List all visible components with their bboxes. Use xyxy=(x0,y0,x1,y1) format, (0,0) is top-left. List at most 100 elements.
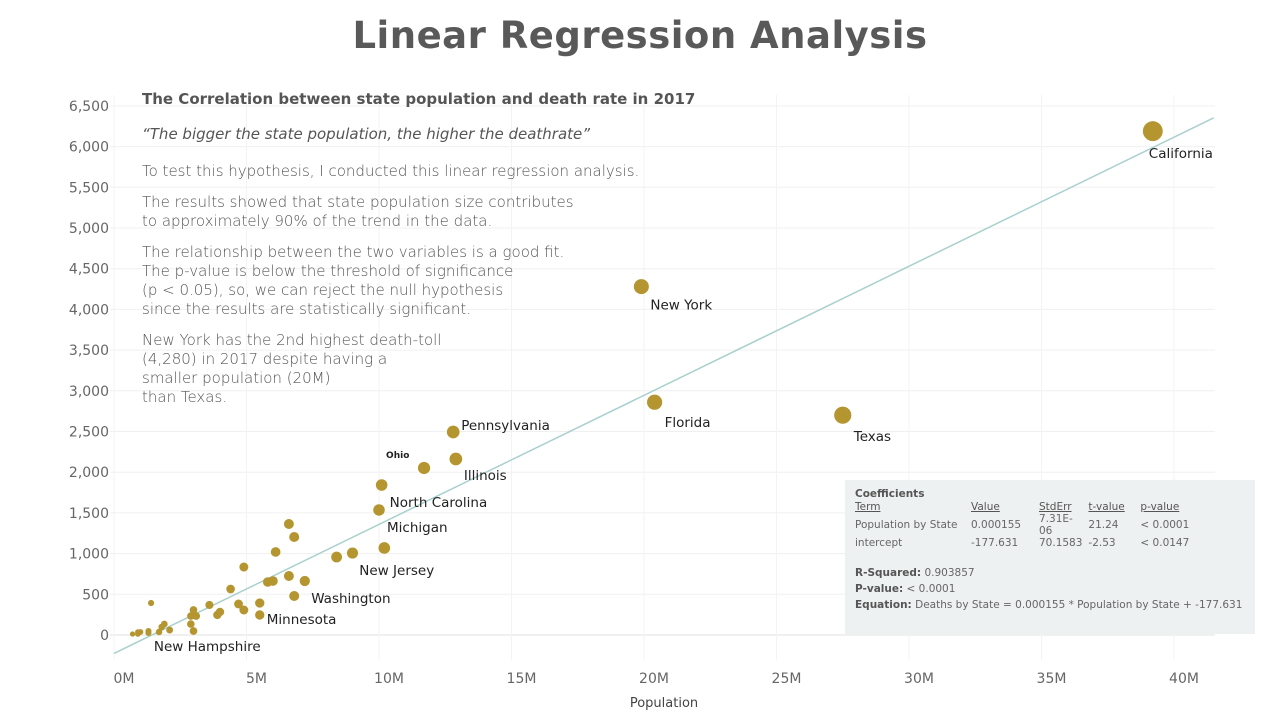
point xyxy=(205,600,214,610)
cell: -2.53 xyxy=(1088,537,1116,549)
y-axis-ticks: 0 500 1,000 1,500 2,000 2,500 3,000 3,500 4,000 4… xyxy=(69,99,109,644)
point-illinois xyxy=(449,452,463,466)
cell: intercept xyxy=(855,537,903,549)
y-tick-label: 6,500 xyxy=(69,99,109,115)
story-quote: “The bigger the state population, the hi… xyxy=(142,125,591,143)
point-label: Illinois xyxy=(464,468,507,484)
point xyxy=(145,629,152,637)
page-title: Linear Regression Analysis xyxy=(352,14,928,57)
point xyxy=(283,571,294,581)
x-axis-title: Population xyxy=(630,696,698,711)
story-paragraph: New York has the 2nd highest death-toll … xyxy=(142,331,442,406)
point-label: California xyxy=(1149,146,1213,162)
point-ohio xyxy=(417,461,431,475)
x-tick-label: 40M xyxy=(1169,671,1199,687)
y-tick-label: 1,000 xyxy=(69,547,109,563)
y-tick-label: 4,500 xyxy=(69,262,109,278)
point-label: North Carolina xyxy=(390,495,488,511)
y-tick-label: 6,000 xyxy=(69,140,109,156)
point-label: New Hampshire xyxy=(154,639,261,655)
equation-label: Equation: xyxy=(855,599,912,611)
point-minnesota xyxy=(255,610,265,620)
point xyxy=(189,606,198,614)
point xyxy=(268,576,278,586)
cell: Population by State xyxy=(855,519,958,531)
point-label: Florida xyxy=(665,415,711,431)
point-texas xyxy=(834,406,852,424)
point xyxy=(283,519,294,529)
y-tick-label: 2,500 xyxy=(69,425,109,441)
point-label: New Jersey xyxy=(359,563,434,579)
point-new-hampshire xyxy=(135,631,141,637)
y-tick-label: 4,000 xyxy=(69,302,109,318)
equation-value: Deaths by State = 0.000155 * Population … xyxy=(915,599,1243,611)
story-paragraph: The relationship between the two variabl… xyxy=(142,243,565,318)
point xyxy=(148,599,155,607)
point xyxy=(129,631,136,637)
point xyxy=(192,612,201,620)
header-p-value: p-value xyxy=(1140,501,1180,513)
header-value: Value xyxy=(971,501,1000,513)
point xyxy=(166,626,174,634)
table-row: Population by State 0.000155 7.31E-06 21… xyxy=(855,513,1195,537)
header-stderr: StdErr xyxy=(1039,501,1072,513)
point-label: Texas xyxy=(853,429,891,445)
r-squared-label: R-Squared: xyxy=(855,567,922,579)
header-term: Term xyxy=(855,501,881,513)
x-tick-label: 35M xyxy=(1037,671,1067,687)
trend-line xyxy=(113,117,1215,655)
point-label: Pennsylvania xyxy=(461,418,550,434)
point xyxy=(187,620,195,628)
x-tick-label: 30M xyxy=(904,671,934,687)
y-tick-label: 5,500 xyxy=(69,180,109,196)
y-tick-label: 1,500 xyxy=(69,506,109,522)
y-tick-label: 3,000 xyxy=(69,384,109,400)
point-pennsylvania xyxy=(446,425,460,439)
story-heading: The Correlation between state population… xyxy=(142,90,696,108)
y-tick-label: 500 xyxy=(82,587,109,603)
point-california xyxy=(1142,121,1163,142)
point xyxy=(155,628,163,636)
y-tick-label: 2,000 xyxy=(69,465,109,481)
point-label: New York xyxy=(650,298,712,314)
cell: < 0.0001 xyxy=(1140,519,1190,531)
point-new-jersey xyxy=(378,542,391,554)
p-value-label: P-value: xyxy=(855,583,904,595)
point xyxy=(289,531,300,543)
x-tick-label: 20M xyxy=(639,671,669,687)
point-michigan xyxy=(373,504,385,516)
point xyxy=(234,599,243,609)
point xyxy=(270,547,281,557)
point xyxy=(299,575,310,587)
point-labels: California New York Florida Texas Pennsylvan… xyxy=(154,146,1213,655)
y-tick-label: 5,000 xyxy=(69,221,109,237)
point xyxy=(331,551,343,563)
x-tick-label: 5M xyxy=(246,671,267,687)
grid xyxy=(110,95,1215,660)
point xyxy=(239,562,249,572)
point xyxy=(346,547,359,559)
coefficients-table: Term Value StdErr t-value p-value Popula… xyxy=(855,501,1195,549)
cell: 0.000155 xyxy=(971,519,1022,531)
point xyxy=(255,598,265,608)
point-florida xyxy=(647,394,663,410)
point xyxy=(189,627,198,635)
header-t-value: t-value xyxy=(1088,501,1125,513)
y-tick-label: 3,500 xyxy=(69,343,109,359)
cell: -177.631 xyxy=(971,537,1019,549)
points xyxy=(129,121,1163,637)
x-axis-ticks: 0M 5M 10M 15M 20M 25M 30M 35M 40M xyxy=(114,671,1199,687)
cell: 70.1583 xyxy=(1039,537,1083,549)
story-paragraph: The results showed that state population… xyxy=(142,193,574,230)
cell: 7.31E-06 xyxy=(1039,513,1073,537)
story-paragraph: To test this hypothesis, I conducted thi… xyxy=(142,162,640,180)
table-row: intercept -177.631 70.1583 -2.53 < 0.014… xyxy=(855,537,1195,549)
point-washington xyxy=(289,590,300,602)
point xyxy=(213,610,222,620)
coefficients-title: Coefficients xyxy=(855,488,925,500)
point xyxy=(187,612,195,620)
point-label: Washington xyxy=(311,591,390,607)
model-stats: R-Squared: 0.903857 P-value: < 0.0001 Eq… xyxy=(855,565,1245,613)
point-north-carolina xyxy=(375,479,388,491)
